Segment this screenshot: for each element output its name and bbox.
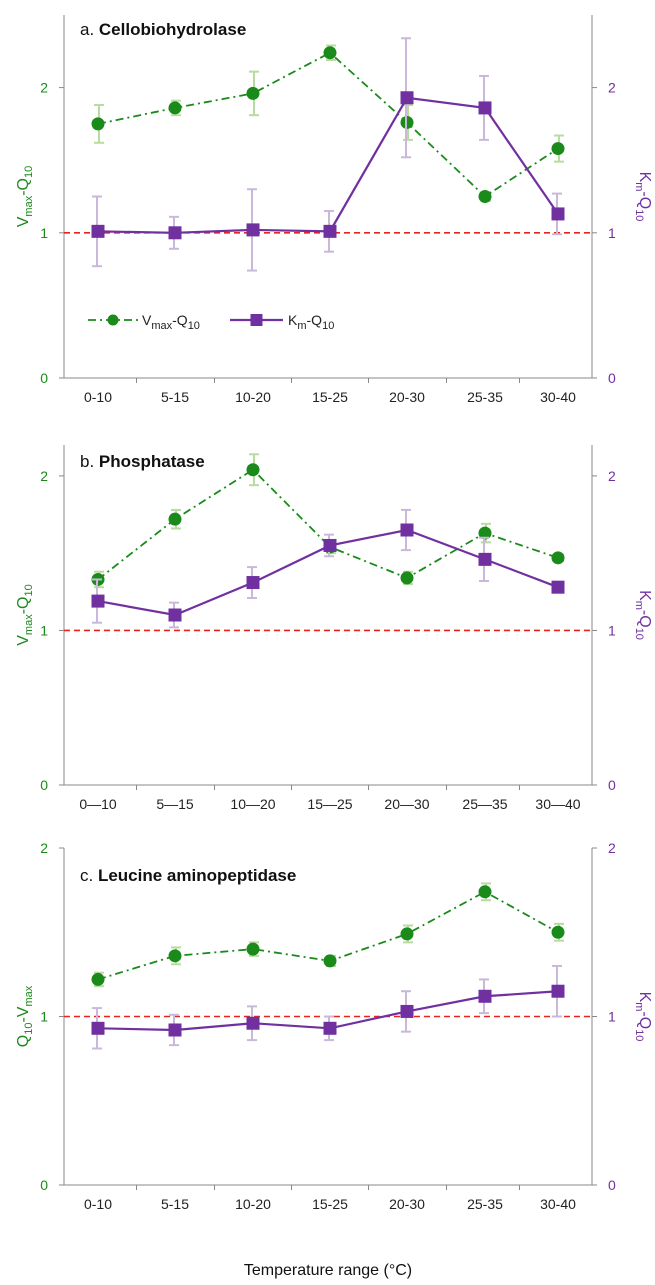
panel-title: b. Phosphatase	[80, 452, 205, 471]
x-tick-label: 15—25	[307, 796, 352, 812]
y-tick-label-left: 2	[40, 468, 48, 484]
x-tick-label: 30—40	[535, 796, 580, 812]
vmax-point	[478, 526, 492, 540]
km-point	[91, 1021, 105, 1035]
km-point	[168, 226, 182, 240]
x-tick-label: 20-30	[389, 389, 425, 405]
km-point	[246, 1016, 260, 1030]
km-point	[478, 552, 492, 566]
x-tick-label: 5—15	[156, 796, 194, 812]
vmax-point	[478, 190, 492, 203]
km-point	[551, 984, 565, 998]
vmax-point	[323, 46, 337, 60]
km-point	[323, 538, 337, 552]
x-tick-label: 30-40	[540, 389, 576, 405]
km-point	[478, 989, 492, 1003]
y-axis-label-right: Km-Q10	[633, 590, 653, 640]
x-tick-label: 0-10	[84, 1196, 112, 1212]
vmax-point	[551, 925, 565, 939]
y-tick-label-left: 1	[40, 622, 48, 638]
x-axis-title: Temperature range (°C)	[244, 1262, 412, 1279]
km-point	[478, 101, 492, 115]
vmax-point	[168, 949, 182, 963]
x-tick-label: 20-30	[389, 1196, 425, 1212]
y-tick-label-left: 1	[40, 225, 48, 241]
km-point	[400, 1004, 414, 1018]
x-tick-label: 5-15	[161, 389, 189, 405]
y-axis-label-left: Q10-Vmax	[15, 985, 35, 1047]
km-point	[168, 1023, 182, 1037]
km-point	[400, 91, 414, 105]
x-tick-label: 0-10	[84, 389, 112, 405]
vmax-point	[168, 512, 182, 526]
y-tick-label-right: 1	[608, 1009, 616, 1025]
y-tick-label-right: 1	[608, 225, 616, 241]
panel-title: c. Leucine aminopeptidase	[80, 866, 296, 885]
y-tick-label-right: 0	[608, 777, 616, 793]
x-tick-label: 15-25	[312, 1196, 348, 1212]
km-point	[91, 224, 105, 238]
x-tick-label: 25-35	[467, 389, 503, 405]
vmax-point	[246, 942, 260, 956]
y-tick-label-right: 1	[608, 622, 616, 638]
y-tick-label-right: 0	[608, 1177, 616, 1193]
legend-km-marker	[250, 314, 263, 326]
legend: Vmax-Q10 Km-Q10	[88, 312, 334, 332]
x-tick-label: 25—35	[462, 796, 507, 812]
y-tick-label-left: 2	[40, 80, 48, 96]
legend-km-label: Km-Q10	[288, 312, 334, 332]
vmax-series-line	[97, 51, 559, 198]
vmax-point	[91, 972, 105, 986]
x-tick-label: 30-40	[540, 1196, 576, 1212]
km-point	[246, 223, 260, 237]
km-point	[91, 594, 105, 608]
chart-panel-3: 0-10 5-15 10-20 15-25 20-30 25-35 30-40 0 0 1 1 2 2 Q…	[15, 840, 653, 1212]
x-tick-label: 0—10	[79, 796, 117, 812]
y-tick-label-right: 2	[608, 468, 616, 484]
x-tick-label: 10-20	[235, 1196, 271, 1212]
x-tick-label: 10—20	[230, 796, 275, 812]
vmax-point	[168, 101, 182, 115]
x-tick-label: 20—30	[384, 796, 429, 812]
y-tick-label-left: 0	[40, 777, 48, 793]
chart-panel-2: 0—10 5—15 10—20 15—25 20—30 25—35 30—40 0 0 1 1 2 2 V…	[15, 445, 653, 812]
panel-title: a. Cellobiohydrolase	[80, 20, 246, 39]
x-tick-label: 25-35	[467, 1196, 503, 1212]
x-tick-label: 15-25	[312, 389, 348, 405]
vmax-point	[551, 551, 565, 565]
vmax-point	[246, 86, 260, 100]
vmax-point	[478, 885, 492, 899]
y-tick-label-left: 1	[40, 1009, 48, 1025]
vmax-point	[400, 571, 414, 585]
y-tick-label-right: 0	[608, 370, 616, 386]
y-axis-label-left: Vmax-Q10	[15, 584, 35, 645]
y-tick-label-left: 2	[40, 840, 48, 856]
km-point	[551, 207, 565, 221]
km-point	[551, 580, 565, 594]
y-tick-label-right: 2	[608, 840, 616, 856]
y-axis-label-left: Vmax-Q10	[15, 166, 35, 227]
legend-vmax-label: Vmax-Q10	[142, 312, 200, 332]
y-tick-label-right: 2	[608, 80, 616, 96]
km-point	[168, 608, 182, 622]
vmax-point	[400, 927, 414, 941]
y-axis-label-right: Km-Q10	[633, 172, 653, 222]
vmax-point	[323, 954, 337, 968]
legend-vmax-marker	[107, 314, 119, 326]
y-tick-label-left: 0	[40, 1177, 48, 1193]
km-point	[323, 1021, 337, 1035]
km-point	[400, 523, 414, 537]
y-axis-label-right: Km-Q10	[633, 992, 653, 1042]
vmax-point	[551, 142, 565, 156]
x-tick-label: 10-20	[235, 389, 271, 405]
y-tick-label-left: 0	[40, 370, 48, 386]
vmax-point	[91, 117, 105, 131]
x-tick-label: 5-15	[161, 1196, 189, 1212]
km-point	[246, 576, 260, 590]
chart-panel-1: 0-10 5-15 10-20 15-25 20-30 25-35 30-40 0 0 1 1 2 2 V…	[15, 15, 653, 405]
km-point	[323, 224, 337, 238]
vmax-point	[246, 463, 260, 477]
